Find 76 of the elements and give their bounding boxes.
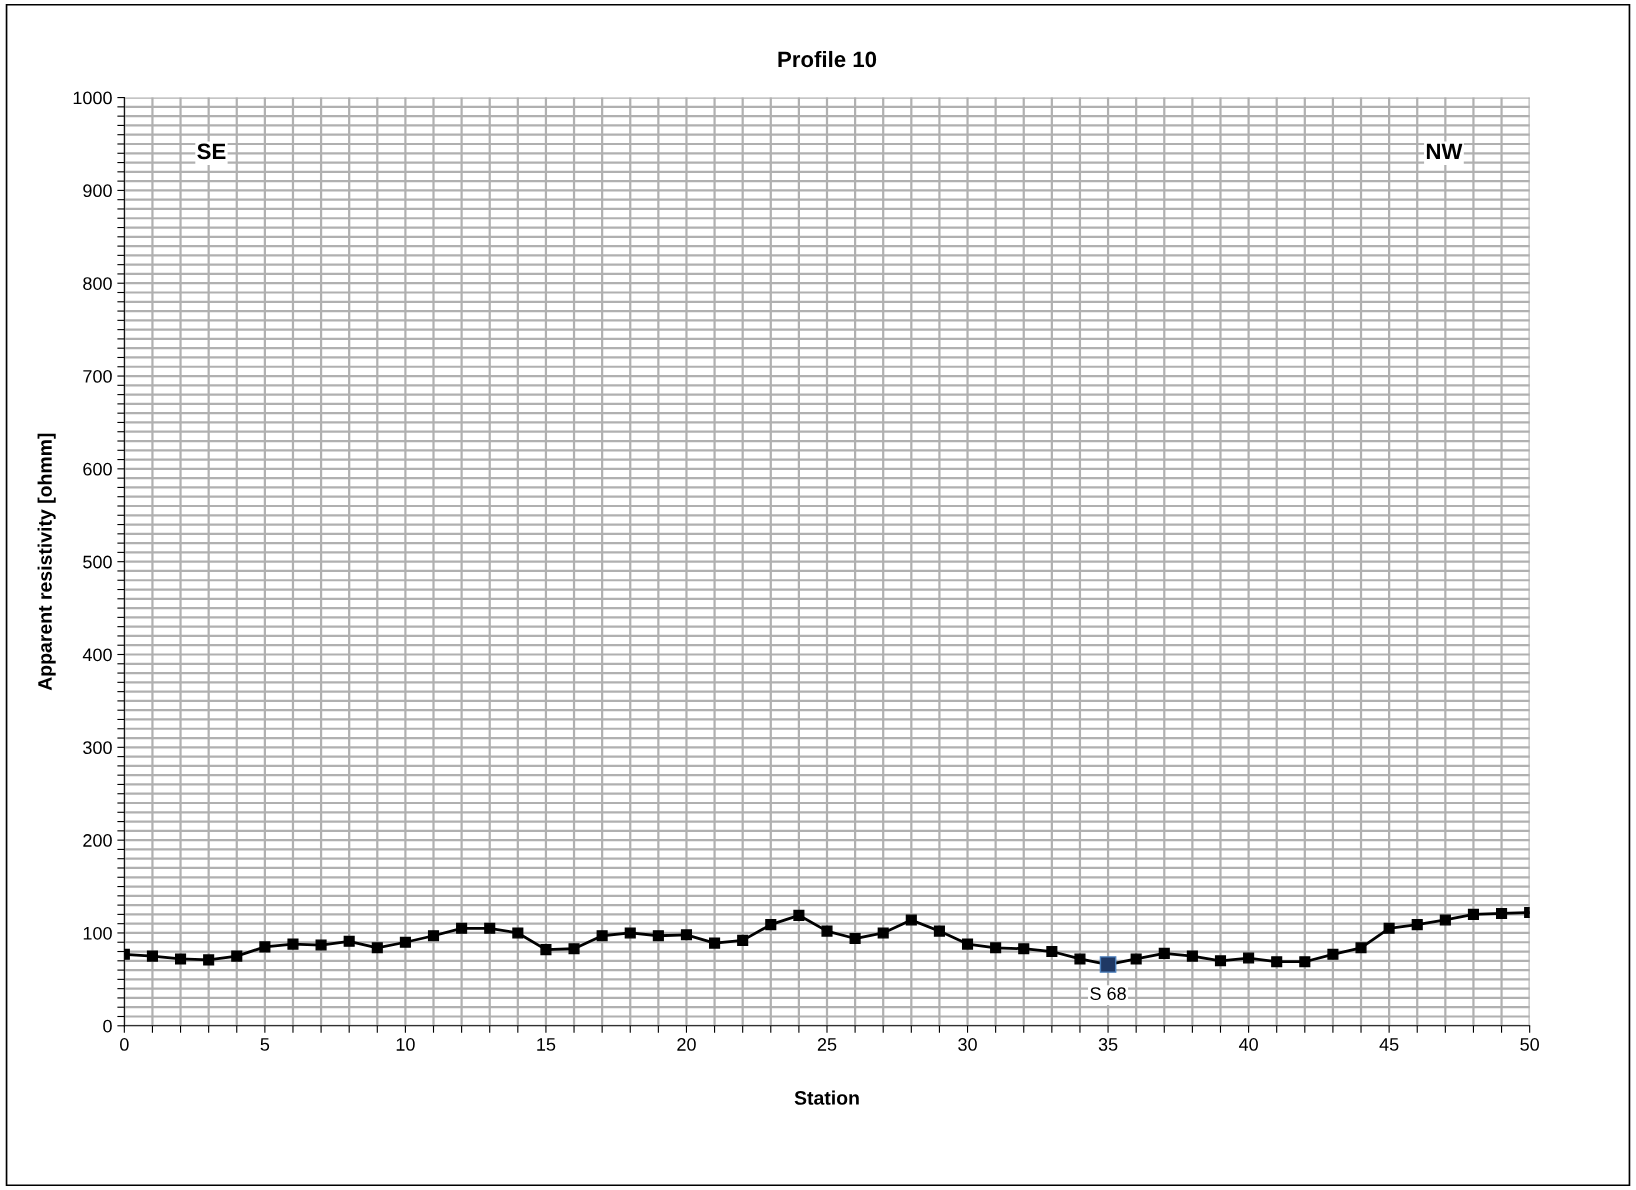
x-tick-label: 40 <box>1238 1038 1258 1051</box>
point <box>568 943 580 955</box>
point <box>1495 907 1508 920</box>
point <box>905 914 917 926</box>
point <box>1046 945 1058 958</box>
annotation: SE <box>197 143 226 160</box>
point <box>484 922 496 934</box>
point <box>146 950 158 962</box>
x-tick-label: 25 <box>817 1038 837 1051</box>
point <box>1383 922 1395 934</box>
x-tick-label: 0 <box>120 1038 129 1051</box>
point <box>1467 908 1480 920</box>
x-tick-label: 20 <box>677 1038 696 1051</box>
point <box>709 937 721 949</box>
point <box>849 932 861 945</box>
point <box>399 936 411 948</box>
point <box>1411 919 1423 931</box>
y-tick-label: 200 <box>83 834 112 847</box>
point <box>259 941 271 953</box>
point <box>231 950 243 962</box>
point <box>990 942 1002 954</box>
point <box>1130 953 1142 965</box>
annotation: NW <box>1426 143 1463 160</box>
y-axis-title: Apparent resistivity [ohmm] <box>37 433 56 691</box>
point <box>1018 943 1030 955</box>
y-tick-label: 500 <box>83 555 112 569</box>
point <box>456 922 468 934</box>
point <box>1074 953 1086 965</box>
x-axis-title: Station <box>794 1090 859 1105</box>
point <box>1327 948 1339 960</box>
y-tick-label: 100 <box>83 926 112 940</box>
point <box>343 935 355 947</box>
point <box>1299 956 1311 968</box>
point <box>427 930 440 942</box>
y-tick-label: 600 <box>83 462 112 476</box>
point <box>1186 950 1198 962</box>
y-tick-label: 700 <box>83 369 112 383</box>
x-tick-label: 50 <box>1520 1038 1539 1051</box>
point <box>596 930 608 942</box>
x-tick-label: 5 <box>260 1038 270 1051</box>
point <box>793 909 805 921</box>
y-tick-label: 800 <box>83 277 112 290</box>
point <box>652 930 664 942</box>
x-tick-label: 30 <box>958 1038 977 1051</box>
point <box>737 934 749 946</box>
point <box>371 942 383 954</box>
point <box>512 927 524 939</box>
chart-title: Profile 10 <box>778 50 877 68</box>
point <box>1271 956 1283 968</box>
point <box>821 925 833 937</box>
y-tick-label: 1000 <box>73 91 112 105</box>
x-tick-label: 35 <box>1098 1038 1118 1051</box>
point <box>961 938 974 950</box>
point <box>174 953 187 965</box>
point <box>1158 947 1170 959</box>
point <box>203 954 215 966</box>
y-tick-label: 300 <box>83 741 112 755</box>
y-tick-label: 0 <box>103 1019 112 1033</box>
point <box>1355 942 1367 954</box>
point <box>765 919 777 931</box>
point <box>1243 952 1255 964</box>
x-tick-label: 45 <box>1379 1038 1399 1051</box>
point <box>1214 955 1227 967</box>
x-tick-label: 15 <box>537 1038 556 1051</box>
point <box>624 927 636 939</box>
point <box>933 925 945 937</box>
point <box>1439 914 1451 926</box>
point <box>877 927 889 939</box>
point <box>315 939 327 951</box>
point <box>287 938 299 950</box>
x-tick-label: 10 <box>396 1038 415 1051</box>
y-tick-label: 400 <box>82 648 112 662</box>
y-tick-label: 900 <box>83 184 112 198</box>
point <box>540 944 552 956</box>
point <box>680 929 693 941</box>
annotation: S 68 <box>1090 987 1126 1000</box>
